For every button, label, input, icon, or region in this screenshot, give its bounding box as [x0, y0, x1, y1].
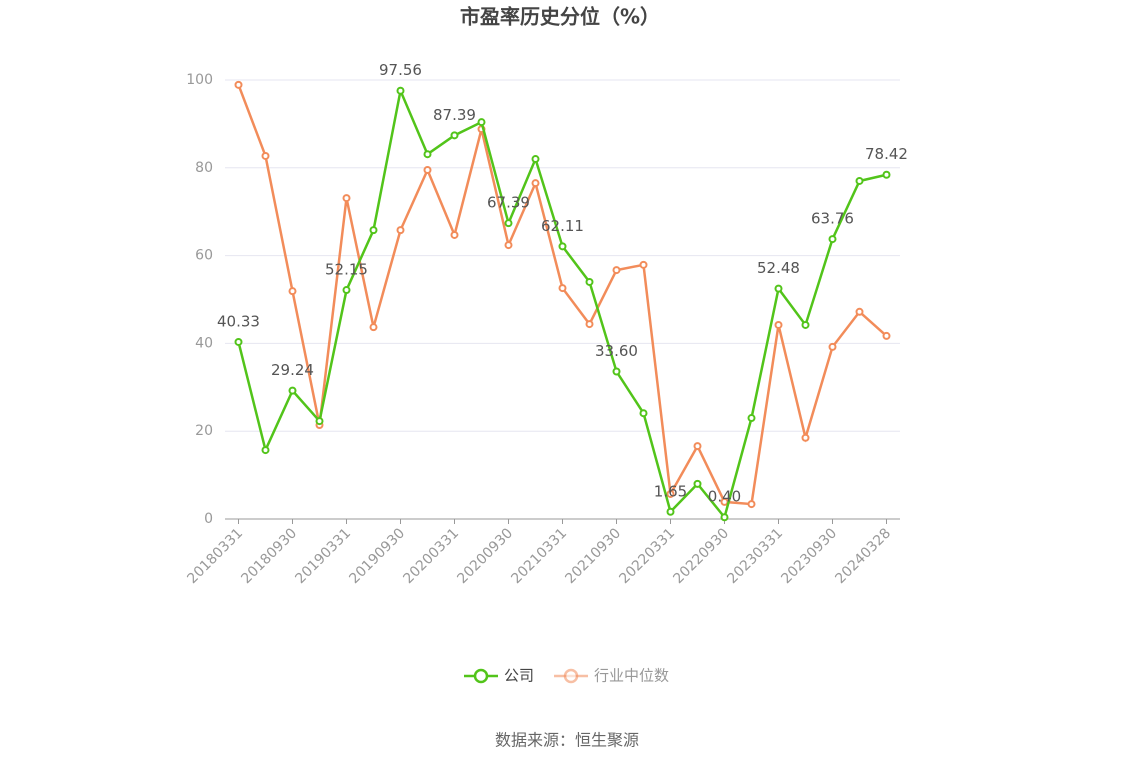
data-label: 1.65: [654, 482, 687, 500]
point: [396, 226, 405, 235]
point: [342, 194, 351, 203]
point: [477, 118, 486, 127]
legend-item[interactable]: 公司: [464, 667, 534, 685]
y-tick-label: 40: [195, 335, 213, 351]
x-tick-label: 20190331: [292, 525, 354, 587]
x-tick-label: 20240328: [832, 525, 894, 587]
y-tick-label: 20: [195, 423, 213, 439]
x-tick-label: 20210930: [562, 525, 624, 587]
data-label: 52.15: [325, 261, 368, 279]
point: [828, 235, 837, 244]
point: [801, 320, 810, 329]
point: [585, 277, 594, 286]
data-label: 87.39: [433, 106, 476, 124]
point: [855, 307, 864, 316]
data-label: 63.76: [811, 210, 854, 228]
point: [504, 241, 513, 250]
point: [423, 150, 432, 159]
x-tick-label: 20230331: [724, 525, 786, 587]
x-tick-label: 20220331: [616, 525, 678, 587]
point: [693, 479, 702, 488]
y-tick-label: 60: [195, 248, 213, 264]
point: [801, 433, 810, 442]
point: [774, 284, 783, 293]
point: [531, 179, 540, 188]
point: [396, 86, 405, 95]
point: [450, 230, 459, 239]
data-label: 0.40: [708, 488, 741, 506]
point: [450, 131, 459, 140]
source: 数据来源：恒生聚源: [495, 731, 639, 750]
point: [855, 176, 864, 185]
point: [747, 414, 756, 423]
point: [666, 507, 675, 516]
point: [288, 386, 297, 395]
point: [234, 80, 243, 89]
point: [288, 287, 297, 296]
x-tick-label: 20200930: [454, 525, 516, 587]
series-line: [237, 86, 887, 520]
x-tick-label: 20200331: [400, 525, 462, 587]
point: [882, 170, 891, 179]
point: [261, 151, 270, 160]
point: [693, 442, 702, 451]
point: [882, 331, 891, 340]
point: [585, 320, 594, 329]
point: [315, 417, 324, 426]
x-tick-label: 20180930: [238, 525, 300, 587]
point: [369, 226, 378, 235]
y-tick-label: 100: [186, 72, 213, 88]
point: [558, 284, 567, 293]
legend-item[interactable]: 行业中位数: [554, 667, 669, 685]
series-line: [237, 84, 888, 506]
point: [720, 513, 729, 522]
point: [666, 489, 675, 498]
point: [747, 500, 756, 509]
point: [342, 286, 351, 295]
chart-title: 市盈率历史分位（%）: [460, 5, 660, 29]
x-tick-label: 20230930: [778, 525, 840, 587]
x-tick-label: 20180331: [184, 525, 246, 587]
point: [774, 320, 783, 329]
point: [639, 260, 648, 269]
x-tick-label: 20190930: [346, 525, 408, 587]
data-label: 67.39: [487, 194, 530, 212]
x-tick-label: 20220930: [670, 525, 732, 587]
point: [558, 242, 567, 251]
point: [612, 367, 621, 376]
legend-marker: [473, 668, 489, 684]
legend-label: 公司: [504, 667, 534, 685]
data-label: 78.42: [865, 145, 908, 163]
point: [369, 323, 378, 332]
point: [639, 409, 648, 418]
y-tick-label: 80: [195, 160, 213, 176]
point: [504, 219, 513, 228]
point: [234, 337, 243, 346]
point: [261, 446, 270, 455]
data-label: 40.33: [217, 312, 260, 330]
point: [423, 165, 432, 174]
data-label: 97.56: [379, 61, 422, 79]
point: [828, 342, 837, 351]
data-label: 62.11: [541, 217, 584, 235]
data-label: 33.60: [595, 342, 638, 360]
data-label: 52.48: [757, 259, 800, 277]
point: [612, 266, 621, 275]
legend-label: 行业中位数: [594, 667, 669, 685]
point: [531, 155, 540, 164]
data-label: 29.24: [271, 361, 314, 379]
legend-marker: [563, 668, 579, 684]
y-tick-label: 0: [204, 511, 213, 527]
x-tick-label: 20210331: [508, 525, 570, 587]
